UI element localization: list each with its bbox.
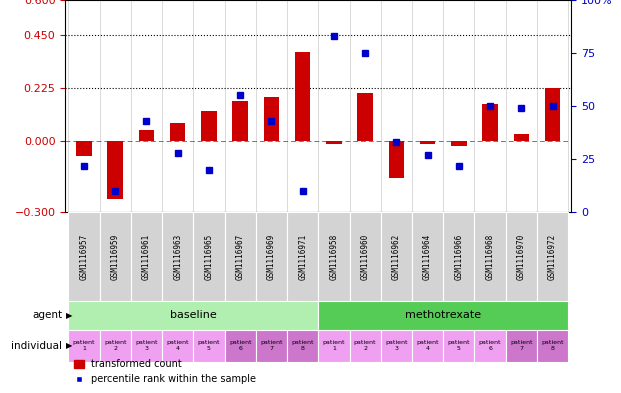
Text: GSM1116970: GSM1116970 — [517, 233, 526, 279]
Text: GSM1116958: GSM1116958 — [329, 233, 338, 279]
Bar — [131, 212, 162, 301]
Bar — [193, 330, 225, 362]
Text: GSM1116964: GSM1116964 — [423, 233, 432, 279]
Bar — [131, 330, 162, 362]
Bar — [443, 212, 474, 301]
Text: GSM1116960: GSM1116960 — [361, 233, 369, 279]
Bar — [474, 212, 505, 301]
Text: GSM1116963: GSM1116963 — [173, 233, 182, 279]
Bar — [256, 212, 287, 301]
Text: patient
6: patient 6 — [229, 340, 252, 351]
Text: GSM1116971: GSM1116971 — [298, 233, 307, 279]
Bar — [68, 330, 99, 362]
Bar — [138, 130, 154, 141]
Bar — [107, 141, 123, 199]
Bar — [318, 330, 350, 362]
Bar — [381, 330, 412, 362]
Bar — [193, 212, 225, 301]
Text: methotrexate: methotrexate — [405, 310, 481, 320]
Text: patient
3: patient 3 — [385, 340, 407, 351]
Bar — [350, 330, 381, 362]
Text: patient
7: patient 7 — [510, 340, 533, 351]
Bar — [232, 101, 248, 141]
Text: GSM1116972: GSM1116972 — [548, 233, 557, 279]
Text: patient
3: patient 3 — [135, 340, 158, 351]
Bar — [537, 330, 568, 362]
Bar — [170, 123, 186, 141]
Text: patient
7: patient 7 — [260, 340, 283, 351]
Bar — [76, 141, 92, 156]
Text: patient
8: patient 8 — [542, 340, 564, 351]
Bar — [287, 330, 318, 362]
Text: baseline: baseline — [170, 310, 217, 320]
Bar — [537, 212, 568, 301]
Bar — [545, 88, 560, 141]
Bar — [389, 141, 404, 178]
Bar — [68, 301, 318, 330]
Text: patient
5: patient 5 — [448, 340, 470, 351]
Text: GSM1116967: GSM1116967 — [235, 233, 245, 279]
Bar — [318, 301, 568, 330]
Bar — [357, 93, 373, 141]
Text: GSM1116968: GSM1116968 — [486, 233, 494, 279]
Bar — [514, 134, 529, 141]
Text: ▶: ▶ — [66, 342, 73, 350]
Text: patient
4: patient 4 — [166, 340, 189, 351]
Text: GSM1116966: GSM1116966 — [455, 233, 463, 279]
Text: GSM1116965: GSM1116965 — [204, 233, 214, 279]
Bar — [256, 330, 287, 362]
Bar — [68, 212, 99, 301]
Bar — [483, 104, 498, 141]
Bar — [505, 330, 537, 362]
Text: patient
5: patient 5 — [197, 340, 220, 351]
Text: ▶: ▶ — [66, 311, 73, 320]
Bar — [162, 212, 193, 301]
Bar — [225, 212, 256, 301]
Bar — [412, 212, 443, 301]
Bar — [412, 330, 443, 362]
Bar — [381, 212, 412, 301]
Text: GSM1116961: GSM1116961 — [142, 233, 151, 279]
Bar — [443, 330, 474, 362]
Text: GSM1116969: GSM1116969 — [267, 233, 276, 279]
Legend: transformed count, percentile rank within the sample: transformed count, percentile rank withi… — [70, 356, 260, 388]
Bar — [420, 141, 435, 144]
Text: GSM1116957: GSM1116957 — [79, 233, 88, 279]
Bar — [326, 141, 342, 144]
Text: GSM1116962: GSM1116962 — [392, 233, 401, 279]
Bar — [350, 212, 381, 301]
Bar — [474, 330, 505, 362]
Bar — [225, 330, 256, 362]
Text: GSM1116959: GSM1116959 — [111, 233, 120, 279]
Bar — [295, 52, 310, 141]
Text: patient
6: patient 6 — [479, 340, 501, 351]
Text: patient
8: patient 8 — [291, 340, 314, 351]
Text: patient
1: patient 1 — [73, 340, 95, 351]
Text: patient
1: patient 1 — [323, 340, 345, 351]
Text: patient
2: patient 2 — [354, 340, 376, 351]
Bar — [99, 330, 131, 362]
Text: individual: individual — [11, 341, 62, 351]
Bar — [451, 141, 466, 146]
Bar — [318, 212, 350, 301]
Bar — [99, 212, 131, 301]
Bar — [263, 97, 279, 141]
Text: patient
4: patient 4 — [416, 340, 439, 351]
Bar — [287, 212, 318, 301]
Bar — [505, 212, 537, 301]
Text: patient
2: patient 2 — [104, 340, 127, 351]
Bar — [162, 330, 193, 362]
Text: agent: agent — [32, 310, 62, 320]
Bar — [201, 111, 217, 141]
